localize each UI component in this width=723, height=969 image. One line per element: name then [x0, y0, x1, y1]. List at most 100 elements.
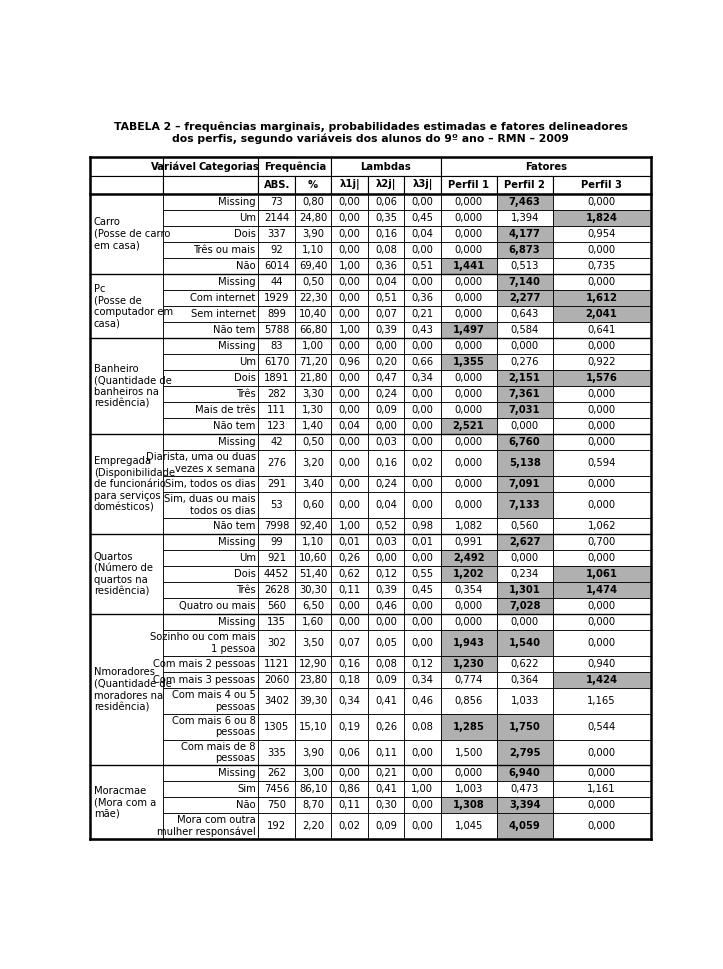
Bar	[295, 518, 331, 534]
Text: 1,824: 1,824	[586, 213, 617, 223]
Bar	[404, 534, 440, 550]
Text: Carro
(Posse de carro
em casa): Carro (Posse de carro em casa)	[94, 217, 170, 251]
Text: Não tem: Não tem	[213, 521, 256, 531]
Bar	[163, 290, 259, 306]
Text: Sim, duas ou mais
todos os dias: Sim, duas ou mais todos os dias	[164, 494, 256, 516]
Bar	[163, 242, 259, 258]
Text: Variável: Variável	[151, 162, 197, 172]
Text: 0,16: 0,16	[375, 458, 397, 468]
Bar	[440, 370, 497, 387]
Text: 0,00: 0,00	[411, 617, 433, 627]
Bar	[331, 566, 368, 582]
Bar	[440, 242, 497, 258]
Bar	[259, 550, 295, 566]
Text: 0,36: 0,36	[375, 261, 397, 271]
Text: Missing: Missing	[218, 437, 256, 448]
Text: 0,21: 0,21	[411, 309, 433, 319]
Bar	[368, 630, 404, 656]
Text: 0,08: 0,08	[375, 245, 397, 255]
Text: λ2j|: λ2j|	[376, 179, 396, 191]
Bar	[404, 814, 440, 839]
Bar	[331, 766, 368, 781]
Bar	[552, 402, 651, 419]
Text: Perfil 1: Perfil 1	[448, 180, 489, 190]
Bar	[331, 338, 368, 354]
Bar	[90, 434, 163, 534]
Text: 0,00: 0,00	[338, 601, 361, 611]
Text: 2,20: 2,20	[302, 822, 324, 831]
Text: 0,66: 0,66	[411, 358, 433, 367]
Bar	[368, 434, 404, 451]
Text: 0,000: 0,000	[455, 479, 483, 489]
Bar	[163, 338, 259, 354]
Text: 0,000: 0,000	[588, 500, 616, 510]
Text: λ3j|: λ3j|	[412, 179, 432, 191]
Text: 1,082: 1,082	[455, 521, 483, 531]
Text: 0,00: 0,00	[338, 229, 361, 239]
Text: 0,000: 0,000	[455, 617, 483, 627]
Bar	[331, 290, 368, 306]
Text: Não: Não	[236, 800, 256, 810]
Text: 0,000: 0,000	[588, 768, 616, 778]
Bar	[552, 419, 651, 434]
Text: 6,760: 6,760	[509, 437, 540, 448]
Bar	[497, 210, 552, 226]
Text: 3402: 3402	[264, 696, 289, 705]
Text: 1,161: 1,161	[587, 785, 616, 795]
Bar	[440, 550, 497, 566]
Text: 1,033: 1,033	[510, 696, 539, 705]
Text: 5,138: 5,138	[509, 458, 541, 468]
Bar	[295, 451, 331, 476]
Bar	[404, 387, 440, 402]
Text: Missing: Missing	[218, 341, 256, 351]
Text: 44: 44	[270, 277, 283, 287]
Bar	[552, 766, 651, 781]
Text: 0,00: 0,00	[338, 197, 361, 207]
Bar	[331, 739, 368, 766]
Bar	[331, 402, 368, 419]
Text: 192: 192	[267, 822, 286, 831]
Text: 7,140: 7,140	[509, 277, 541, 287]
Text: 0,18: 0,18	[338, 675, 361, 685]
Bar	[368, 258, 404, 274]
Text: 0,00: 0,00	[338, 277, 361, 287]
Text: 3,90: 3,90	[302, 229, 324, 239]
Bar	[497, 290, 552, 306]
Bar	[368, 338, 404, 354]
Text: 1,750: 1,750	[509, 722, 541, 732]
Bar	[295, 290, 331, 306]
Bar	[295, 534, 331, 550]
Text: 0,41: 0,41	[375, 785, 397, 795]
Bar	[368, 451, 404, 476]
Bar	[259, 566, 295, 582]
Text: 0,08: 0,08	[375, 659, 397, 669]
Text: 0,02: 0,02	[338, 822, 361, 831]
Text: 0,00: 0,00	[411, 800, 433, 810]
Text: 4452: 4452	[264, 569, 289, 579]
Bar	[368, 306, 404, 322]
Text: 1891: 1891	[264, 373, 289, 383]
Bar	[404, 370, 440, 387]
Bar	[331, 451, 368, 476]
Bar	[331, 194, 368, 210]
Bar	[163, 630, 259, 656]
Text: 66,80: 66,80	[299, 326, 328, 335]
Text: 0,46: 0,46	[375, 601, 397, 611]
Bar	[404, 672, 440, 688]
Bar	[368, 566, 404, 582]
Bar	[497, 387, 552, 402]
Text: Missing: Missing	[218, 537, 256, 547]
Text: Fatores: Fatores	[525, 162, 567, 172]
Text: 0,04: 0,04	[375, 500, 397, 510]
Text: 39,30: 39,30	[299, 696, 328, 705]
Bar	[404, 226, 440, 242]
Bar	[497, 434, 552, 451]
Text: Nmoradores
(Quantidade de
moradores na
residência): Nmoradores (Quantidade de moradores na r…	[94, 668, 171, 712]
Bar	[163, 739, 259, 766]
Bar	[497, 402, 552, 419]
Text: 0,922: 0,922	[587, 358, 616, 367]
Text: 0,000: 0,000	[455, 390, 483, 399]
Text: 0,00: 0,00	[411, 553, 433, 563]
Bar	[440, 598, 497, 614]
Text: Com mais 6 ou 8
pessoas: Com mais 6 ou 8 pessoas	[172, 716, 256, 737]
